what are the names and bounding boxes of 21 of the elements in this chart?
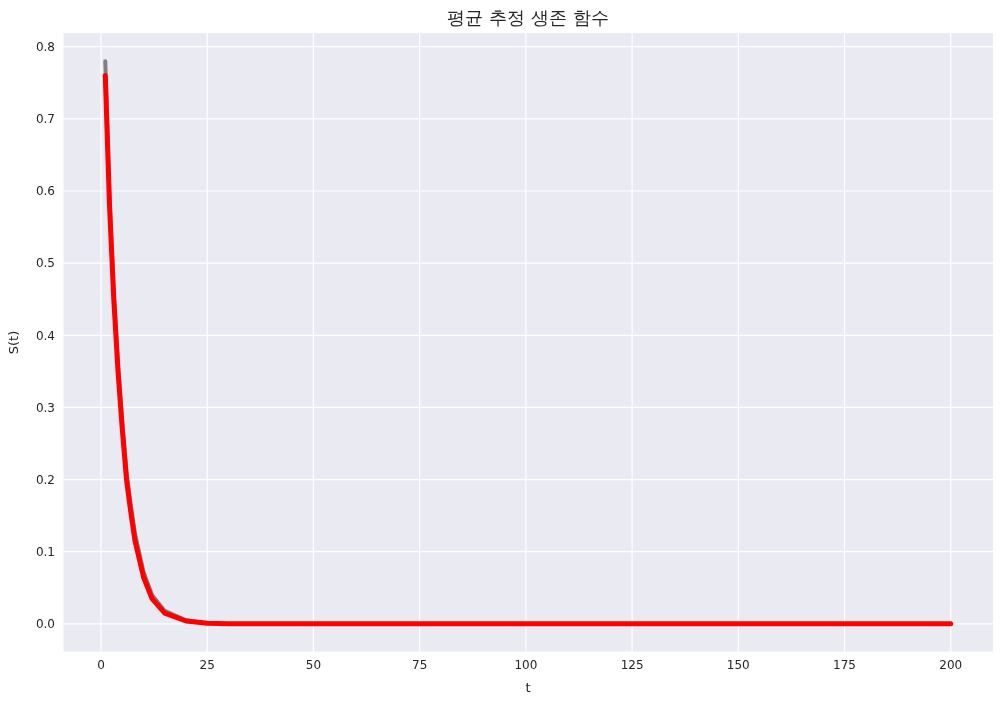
x-tick-label: 175: [833, 657, 856, 672]
y-tick-label: 0.1: [35, 544, 55, 559]
y-tick-label: 0.0: [35, 617, 55, 632]
x-tick-label: 75: [412, 657, 428, 672]
x-tick-label: 150: [726, 657, 750, 672]
x-tick-label: 0: [97, 657, 105, 672]
y-tick-label: 0.2: [35, 472, 55, 487]
x-tick-label: 125: [620, 657, 644, 672]
y-tick-label: 0.5: [35, 256, 55, 271]
x-tick-label: 25: [199, 657, 215, 672]
y-axis-title: S(t): [5, 330, 21, 355]
x-tick-label: 50: [305, 657, 322, 672]
y-tick-label: 0.6: [35, 184, 55, 199]
y-tick-label: 0.7: [35, 112, 55, 127]
y-tick-label: 0.8: [35, 39, 55, 54]
x-axis-title: t: [525, 680, 531, 695]
y-tick-label: 0.4: [35, 328, 55, 343]
chart-title: 평균 추정 생존 함수: [446, 6, 610, 30]
x-tick-label: 100: [514, 657, 538, 672]
y-tick-label: 0.3: [35, 400, 55, 415]
x-tick-label: 200: [939, 657, 963, 672]
